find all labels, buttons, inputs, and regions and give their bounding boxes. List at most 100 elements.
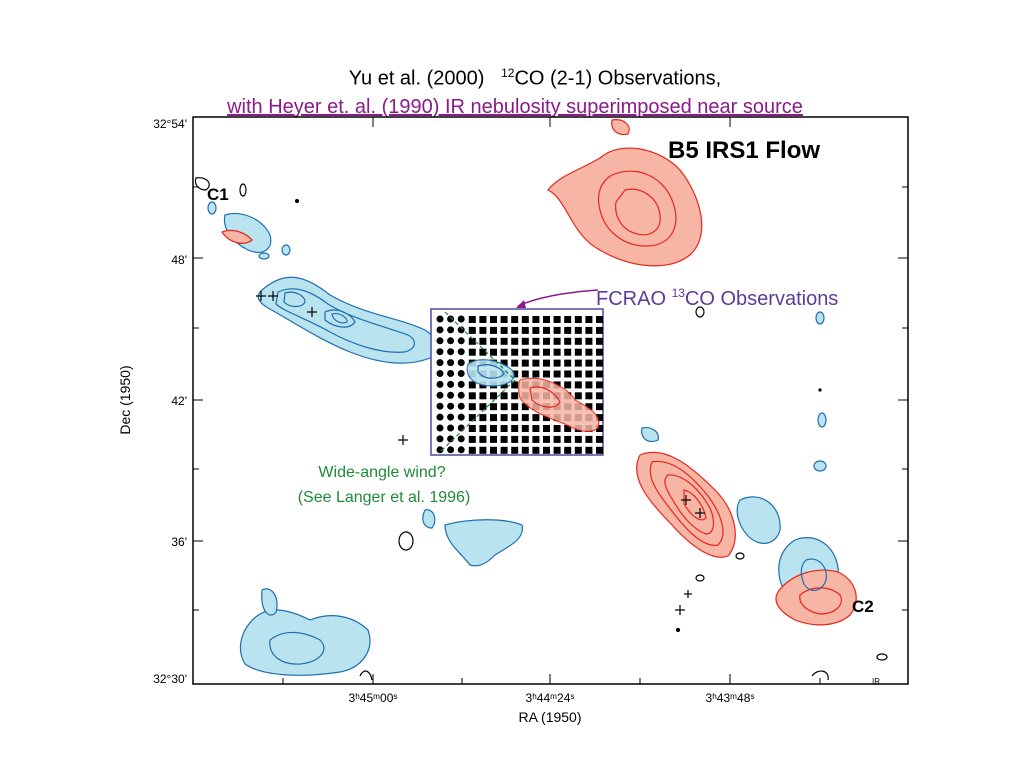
grid-mark (585, 446, 593, 454)
grid-mark (511, 326, 519, 334)
grid-mark (468, 435, 476, 443)
grid-mark (468, 403, 476, 411)
grid-mark (500, 359, 508, 367)
grid-mark (457, 315, 465, 323)
grid-mark (436, 380, 444, 388)
grid-mark (457, 380, 465, 388)
grid-mark (543, 414, 550, 422)
grid-mark (596, 326, 603, 334)
grid-mark (564, 446, 572, 454)
grid-mark (585, 348, 593, 356)
grid-mark (457, 435, 465, 443)
grid-mark (564, 435, 572, 443)
grid-mark (479, 337, 487, 345)
grid-mark (553, 337, 561, 345)
grid-mark (521, 337, 529, 345)
grid-mark (447, 315, 455, 323)
grid-mark (479, 392, 487, 400)
grid-mark (511, 370, 519, 378)
grid-mark (532, 425, 540, 432)
grid-mark (574, 381, 582, 389)
grid-mark (457, 402, 465, 410)
grid-mark (574, 359, 582, 367)
grid-mark (436, 402, 444, 410)
frame-ticks (193, 117, 908, 684)
grid-mark (500, 414, 508, 422)
grid-mark (596, 348, 603, 356)
red-lobe-north (547, 119, 703, 267)
grid-mark (596, 337, 603, 345)
grid-mark (447, 413, 455, 421)
x-tick-label: 3ʰ45ᵐ00ˢ (349, 691, 398, 705)
grid-mark (553, 316, 561, 323)
grid-mark (585, 326, 593, 334)
corner-mark: IR (872, 677, 880, 686)
grid-mark (436, 348, 444, 356)
grid-mark (532, 316, 540, 323)
grid-mark (490, 435, 497, 443)
grid-mark (543, 348, 550, 356)
c2-label: C2 (852, 597, 874, 616)
grid-mark (553, 348, 561, 356)
grid-mark (479, 403, 487, 411)
title-isotope: 12 (501, 66, 515, 80)
grid-mark (543, 370, 550, 378)
grid-mark (574, 370, 582, 378)
grid-mark (468, 316, 476, 323)
grid-mark (521, 316, 529, 323)
grid-mark (511, 392, 519, 400)
grid-mark (490, 446, 497, 454)
grid-mark (436, 326, 444, 334)
grid-mark (490, 326, 497, 334)
grid-mark (532, 348, 540, 356)
grid-mark (447, 391, 455, 399)
grid-mark (468, 326, 476, 334)
grid-mark (511, 435, 519, 443)
grid-mark (521, 425, 529, 432)
grid-mark (468, 348, 476, 356)
grid-mark (447, 337, 455, 345)
grid-mark (521, 326, 529, 334)
grid-mark (596, 370, 603, 378)
grid-mark (457, 348, 465, 356)
grid-mark (500, 337, 508, 345)
grid-mark (447, 446, 455, 454)
grid-mark (585, 381, 593, 389)
grid-mark (468, 392, 476, 400)
grid-mark (574, 348, 582, 356)
grid-mark (596, 403, 603, 411)
grid-mark (574, 446, 582, 454)
star-markers (256, 198, 822, 633)
grid-mark (457, 326, 465, 334)
fcrao-annotation: FCRAO 13CO Observations (596, 286, 838, 310)
grid-mark (553, 425, 561, 432)
grid-mark (596, 446, 603, 454)
grid-mark (564, 348, 572, 356)
y-tick-label: 48' (171, 253, 187, 267)
grid-mark (511, 348, 519, 356)
y-tick-label: 42' (171, 394, 187, 408)
grid-mark (596, 425, 603, 432)
grid-mark (511, 316, 519, 323)
y-tick-labels: 32°54' 48' 42' 36' 32°30' (153, 117, 187, 686)
x-tick-labels: 3ʰ45ᵐ00ˢ 3ʰ44ᵐ24ˢ 3ʰ43ᵐ48ˢ (349, 691, 755, 705)
grid-mark (468, 337, 476, 345)
grid-mark (543, 435, 550, 443)
grid-mark (532, 370, 540, 378)
figure-title-line2: with Heyer et. al. (1990) IR nebulosity … (227, 96, 803, 118)
grid-mark (564, 425, 572, 432)
grid-mark (436, 337, 444, 345)
fcrao-grid (430, 308, 604, 456)
grid-mark (479, 326, 487, 334)
grid-mark (596, 392, 603, 400)
grid-mark (543, 425, 550, 432)
blue-lobe-southwest (239, 509, 523, 676)
grid-mark (564, 381, 572, 389)
grid-mark (574, 316, 582, 323)
grid-mark (447, 326, 455, 334)
x-tick-label: 3ʰ43ᵐ48ˢ (706, 691, 755, 705)
grid-mark (479, 316, 487, 323)
grid-mark (564, 337, 572, 345)
